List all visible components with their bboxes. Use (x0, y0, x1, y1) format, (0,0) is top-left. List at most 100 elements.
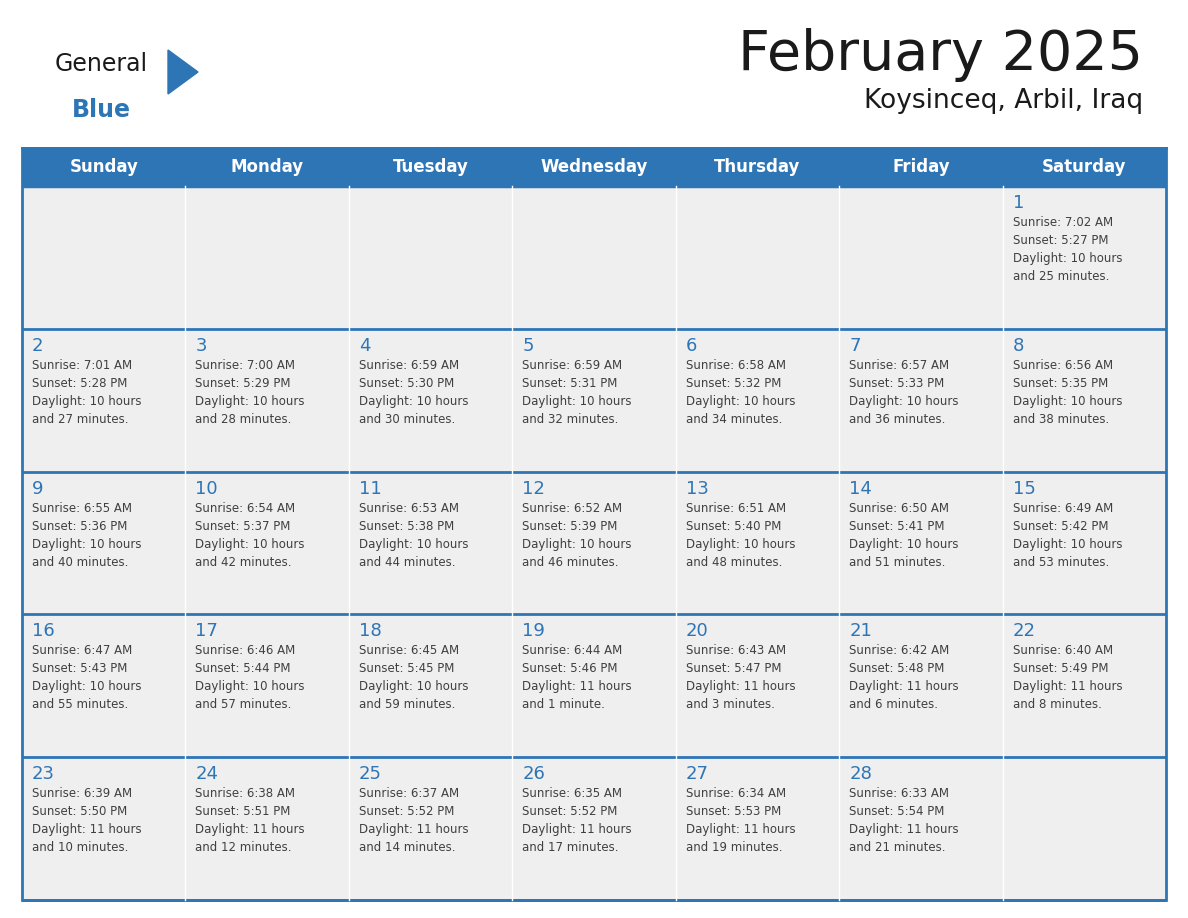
Text: 19: 19 (523, 622, 545, 641)
Text: February 2025: February 2025 (738, 28, 1143, 82)
Text: Daylight: 10 hours: Daylight: 10 hours (359, 680, 468, 693)
Text: and 40 minutes.: and 40 minutes. (32, 555, 128, 568)
Bar (185, 614, 349, 757)
Text: Monday: Monday (230, 158, 304, 176)
Text: 1: 1 (1012, 194, 1024, 212)
Text: Daylight: 10 hours: Daylight: 10 hours (1012, 538, 1123, 551)
Text: 3: 3 (196, 337, 207, 354)
Bar (23, 148, 1165, 900)
Text: Sunset: 5:44 PM: Sunset: 5:44 PM (196, 663, 291, 676)
Text: 2: 2 (32, 337, 44, 354)
Text: Sunset: 5:32 PM: Sunset: 5:32 PM (685, 376, 781, 390)
Text: Sunrise: 6:40 AM: Sunrise: 6:40 AM (1012, 644, 1113, 657)
Text: and 46 minutes.: and 46 minutes. (523, 555, 619, 568)
Text: Sunset: 5:31 PM: Sunset: 5:31 PM (523, 376, 618, 390)
Text: and 53 minutes.: and 53 minutes. (1012, 555, 1108, 568)
Text: 9: 9 (32, 479, 44, 498)
Text: Sunset: 5:46 PM: Sunset: 5:46 PM (523, 663, 618, 676)
Bar (23, 148, 1165, 186)
Text: and 17 minutes.: and 17 minutes. (523, 841, 619, 855)
Text: Sunset: 5:53 PM: Sunset: 5:53 PM (685, 805, 781, 818)
Text: and 32 minutes.: and 32 minutes. (523, 413, 619, 426)
Text: 18: 18 (359, 622, 381, 641)
Text: Daylight: 11 hours: Daylight: 11 hours (523, 823, 632, 836)
Text: Daylight: 10 hours: Daylight: 10 hours (523, 395, 632, 408)
Text: Sunrise: 6:57 AM: Sunrise: 6:57 AM (849, 359, 949, 372)
Text: 27: 27 (685, 766, 709, 783)
Text: Sunrise: 6:51 AM: Sunrise: 6:51 AM (685, 501, 785, 515)
Text: and 55 minutes.: and 55 minutes. (32, 699, 128, 711)
Text: 16: 16 (32, 622, 55, 641)
Text: Sunset: 5:43 PM: Sunset: 5:43 PM (32, 663, 127, 676)
Text: and 25 minutes.: and 25 minutes. (1012, 270, 1108, 283)
Text: Daylight: 11 hours: Daylight: 11 hours (685, 680, 795, 693)
Text: Daylight: 11 hours: Daylight: 11 hours (523, 680, 632, 693)
Bar (676, 186, 839, 329)
Bar (349, 186, 512, 329)
Text: and 19 minutes.: and 19 minutes. (685, 841, 782, 855)
Text: Sunset: 5:36 PM: Sunset: 5:36 PM (32, 520, 127, 532)
Text: and 57 minutes.: and 57 minutes. (196, 699, 292, 711)
Bar (839, 757, 1003, 900)
Text: Sunset: 5:27 PM: Sunset: 5:27 PM (1012, 234, 1108, 247)
Text: Daylight: 10 hours: Daylight: 10 hours (849, 395, 959, 408)
Text: Sunset: 5:41 PM: Sunset: 5:41 PM (849, 520, 944, 532)
Bar (185, 472, 349, 614)
Text: Sunrise: 7:01 AM: Sunrise: 7:01 AM (32, 359, 132, 372)
Text: Sunrise: 6:56 AM: Sunrise: 6:56 AM (1012, 359, 1113, 372)
Text: Sunset: 5:28 PM: Sunset: 5:28 PM (32, 376, 127, 390)
Text: Blue: Blue (72, 98, 131, 122)
Text: 24: 24 (196, 766, 219, 783)
Text: Sunrise: 6:43 AM: Sunrise: 6:43 AM (685, 644, 785, 657)
Bar (512, 472, 676, 614)
Text: and 48 minutes.: and 48 minutes. (685, 555, 782, 568)
Bar (185, 186, 349, 329)
Text: 5: 5 (523, 337, 533, 354)
Text: Sunrise: 6:46 AM: Sunrise: 6:46 AM (196, 644, 296, 657)
Text: Sunset: 5:48 PM: Sunset: 5:48 PM (849, 663, 944, 676)
Bar (23, 329, 185, 472)
Text: and 27 minutes.: and 27 minutes. (32, 413, 128, 426)
Text: and 12 minutes.: and 12 minutes. (196, 841, 292, 855)
Text: and 59 minutes.: and 59 minutes. (359, 699, 455, 711)
Text: Sunrise: 6:59 AM: Sunrise: 6:59 AM (359, 359, 459, 372)
Text: Sunset: 5:40 PM: Sunset: 5:40 PM (685, 520, 781, 532)
Bar (23, 614, 185, 757)
Polygon shape (168, 50, 198, 94)
Bar (1003, 757, 1165, 900)
Text: Sunrise: 6:33 AM: Sunrise: 6:33 AM (849, 788, 949, 800)
Text: and 51 minutes.: and 51 minutes. (849, 555, 946, 568)
Text: Sunset: 5:42 PM: Sunset: 5:42 PM (1012, 520, 1108, 532)
Text: Daylight: 10 hours: Daylight: 10 hours (32, 538, 141, 551)
Text: and 30 minutes.: and 30 minutes. (359, 413, 455, 426)
Bar (512, 186, 676, 329)
Text: Daylight: 11 hours: Daylight: 11 hours (849, 680, 959, 693)
Text: and 10 minutes.: and 10 minutes. (32, 841, 128, 855)
Text: 21: 21 (849, 622, 872, 641)
Bar (185, 329, 349, 472)
Text: Sunrise: 6:44 AM: Sunrise: 6:44 AM (523, 644, 623, 657)
Text: Sunrise: 6:58 AM: Sunrise: 6:58 AM (685, 359, 785, 372)
Text: Daylight: 11 hours: Daylight: 11 hours (196, 823, 305, 836)
Bar (676, 472, 839, 614)
Text: Sunset: 5:54 PM: Sunset: 5:54 PM (849, 805, 944, 818)
Text: Sunrise: 6:35 AM: Sunrise: 6:35 AM (523, 788, 623, 800)
Text: Daylight: 11 hours: Daylight: 11 hours (32, 823, 141, 836)
Text: 12: 12 (523, 479, 545, 498)
Text: Sunset: 5:52 PM: Sunset: 5:52 PM (523, 805, 618, 818)
Text: Sunrise: 6:55 AM: Sunrise: 6:55 AM (32, 501, 132, 515)
Text: Sunset: 5:35 PM: Sunset: 5:35 PM (1012, 376, 1108, 390)
Text: Daylight: 11 hours: Daylight: 11 hours (685, 823, 795, 836)
Text: Tuesday: Tuesday (392, 158, 468, 176)
Text: Sunset: 5:45 PM: Sunset: 5:45 PM (359, 663, 454, 676)
Text: Sunset: 5:29 PM: Sunset: 5:29 PM (196, 376, 291, 390)
Text: and 42 minutes.: and 42 minutes. (196, 555, 292, 568)
Text: Sunrise: 6:39 AM: Sunrise: 6:39 AM (32, 788, 132, 800)
Text: Daylight: 11 hours: Daylight: 11 hours (1012, 680, 1123, 693)
Text: 10: 10 (196, 479, 219, 498)
Text: 25: 25 (359, 766, 381, 783)
Text: Sunset: 5:39 PM: Sunset: 5:39 PM (523, 520, 618, 532)
Text: Daylight: 10 hours: Daylight: 10 hours (1012, 252, 1123, 265)
Text: 11: 11 (359, 479, 381, 498)
Bar (676, 614, 839, 757)
